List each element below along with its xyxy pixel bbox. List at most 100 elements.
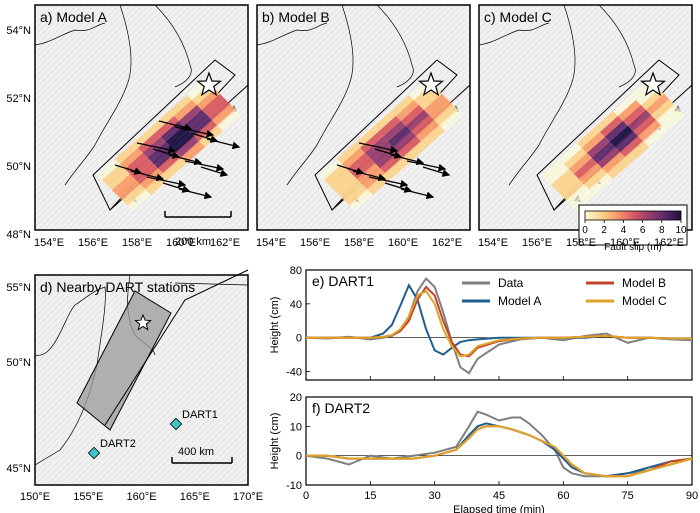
colorbar-tick-label: 4: [621, 225, 627, 236]
slip-cell: [339, 179, 363, 201]
slip-cell: [357, 163, 381, 185]
slip-cell: [179, 105, 203, 127]
scale-bar: 400 km: [171, 446, 233, 464]
epicenter-star-icon: [195, 71, 223, 97]
slip-cell: [561, 179, 585, 201]
y-tick-label: 40: [290, 299, 302, 311]
dart-station-label: DART1: [182, 409, 218, 421]
slip-arrow: [162, 182, 191, 193]
slip-cell: [135, 163, 159, 185]
slip-arrow: [352, 170, 387, 182]
slip-cell: [176, 136, 200, 158]
slip-cell: [429, 99, 453, 121]
slip-cell: [174, 100, 198, 122]
slip-cell: [107, 169, 131, 191]
slip-cell: [424, 94, 448, 116]
y-tick-label: 0: [296, 333, 302, 345]
slip-cell: [564, 148, 588, 170]
lon-tick-label: 162°E: [654, 237, 684, 249]
slip-cell: [574, 158, 598, 180]
slip-cell: [633, 115, 657, 137]
panel-label: c) Model C: [484, 9, 552, 25]
slip-cell: [625, 141, 649, 163]
slip-cell: [403, 141, 427, 163]
slip-arrow: [390, 154, 425, 166]
colorbar-tick-label: 0: [582, 225, 588, 236]
map-panel-model-b: b) Model B: [256, 4, 471, 231]
lon-tick-label: 155°E: [73, 491, 103, 503]
lat-tick-label: 55°N: [6, 282, 31, 294]
slip-cell: [398, 136, 422, 158]
y-tick-label: 20: [290, 392, 302, 404]
lon-tick-label: 154°E: [478, 237, 508, 249]
latitude-ticks: 55°N 50°N 45°N: [6, 282, 31, 475]
slip-arrow: [200, 166, 229, 177]
colorbar-ticks: 0 2 4 6 8 10: [582, 220, 687, 236]
slip-cell: [559, 143, 583, 165]
lat-tick-label: 50°N: [6, 161, 31, 173]
x-tick-label: 75: [622, 490, 634, 502]
slip-cell: [138, 132, 162, 154]
lon-tick-label: 158°E: [344, 237, 374, 249]
epicenter-star-icon: [417, 71, 445, 97]
lon-tick-label: 160°E: [610, 237, 640, 249]
slip-cell: [122, 184, 146, 206]
slip-cell: [595, 111, 619, 133]
lat-tick-label: 54°N: [6, 25, 31, 37]
panel-label: d) Nearby DART stations: [40, 279, 195, 295]
slip-cell: [416, 120, 440, 142]
x-axis-label: Elapsed time (min): [453, 504, 545, 513]
slip-cell: [112, 174, 136, 196]
lat-tick-label: 50°N: [6, 357, 31, 369]
panel-label: a) Model A: [40, 9, 108, 25]
slip-arrow: [178, 188, 213, 200]
dart-station-marker: [87, 446, 101, 460]
slip-cell: [589, 173, 613, 195]
slip-cell: [421, 125, 445, 147]
slip-distribution: [319, 79, 463, 211]
slip-cell: [600, 116, 624, 138]
lon-tick-label: 154°E: [34, 237, 64, 249]
lon-tick-label: 162°E: [210, 237, 240, 249]
slip-cell: [181, 141, 205, 163]
slip-cell: [401, 105, 425, 127]
slip-cell: [577, 127, 601, 149]
lon-tick-label: 160°E: [166, 237, 196, 249]
y-tick-label: -40: [286, 367, 302, 379]
slip-cell: [117, 179, 141, 201]
legend-entry: Model C: [622, 294, 667, 308]
slip-arrow: [184, 160, 225, 172]
colorbar-label: Fault slip (m): [604, 242, 662, 253]
slip-arrow: [190, 132, 219, 143]
slip-cell: [643, 125, 667, 147]
slip-cell: [120, 148, 144, 170]
slip-cell: [541, 159, 565, 181]
slip-cell: [623, 105, 647, 127]
longitude-ticks: 150°E 155°E 160°E 165°E 170°E: [20, 491, 263, 503]
slip-cell: [556, 174, 580, 196]
slip-cell: [546, 164, 570, 186]
slip-arrow: [400, 188, 435, 200]
lon-tick-label: 150°E: [20, 491, 50, 503]
plate-boundary: [174, 282, 249, 286]
epicenter-star-icon: [134, 313, 152, 331]
colorbar-tick-label: 8: [659, 225, 665, 236]
map-panel-dart-stations: DART1 DART2 d) Nearby DART stations 400 k…: [34, 269, 249, 486]
lon-tick-label: 165°E: [180, 491, 210, 503]
slip-arrow: [174, 126, 215, 138]
slip-cell: [329, 169, 353, 191]
x-tick-label: 90: [686, 490, 698, 502]
legend-entry: Data: [498, 276, 524, 290]
map-panel-model-a: a) Model A 200 km: [34, 4, 249, 248]
slip-arrow: [206, 138, 241, 150]
slip-cell: [434, 104, 458, 126]
lat-tick-label: 52°N: [6, 93, 31, 105]
slip-cell: [207, 99, 231, 121]
lat-tick-label: 48°N: [6, 229, 31, 241]
y-tick-label: 0: [296, 451, 302, 463]
slip-cell: [349, 189, 373, 211]
colorbar-tick-label: 6: [640, 225, 646, 236]
trench-line: [104, 269, 249, 426]
slip-cell: [646, 94, 670, 116]
slip-cell: [217, 109, 241, 131]
